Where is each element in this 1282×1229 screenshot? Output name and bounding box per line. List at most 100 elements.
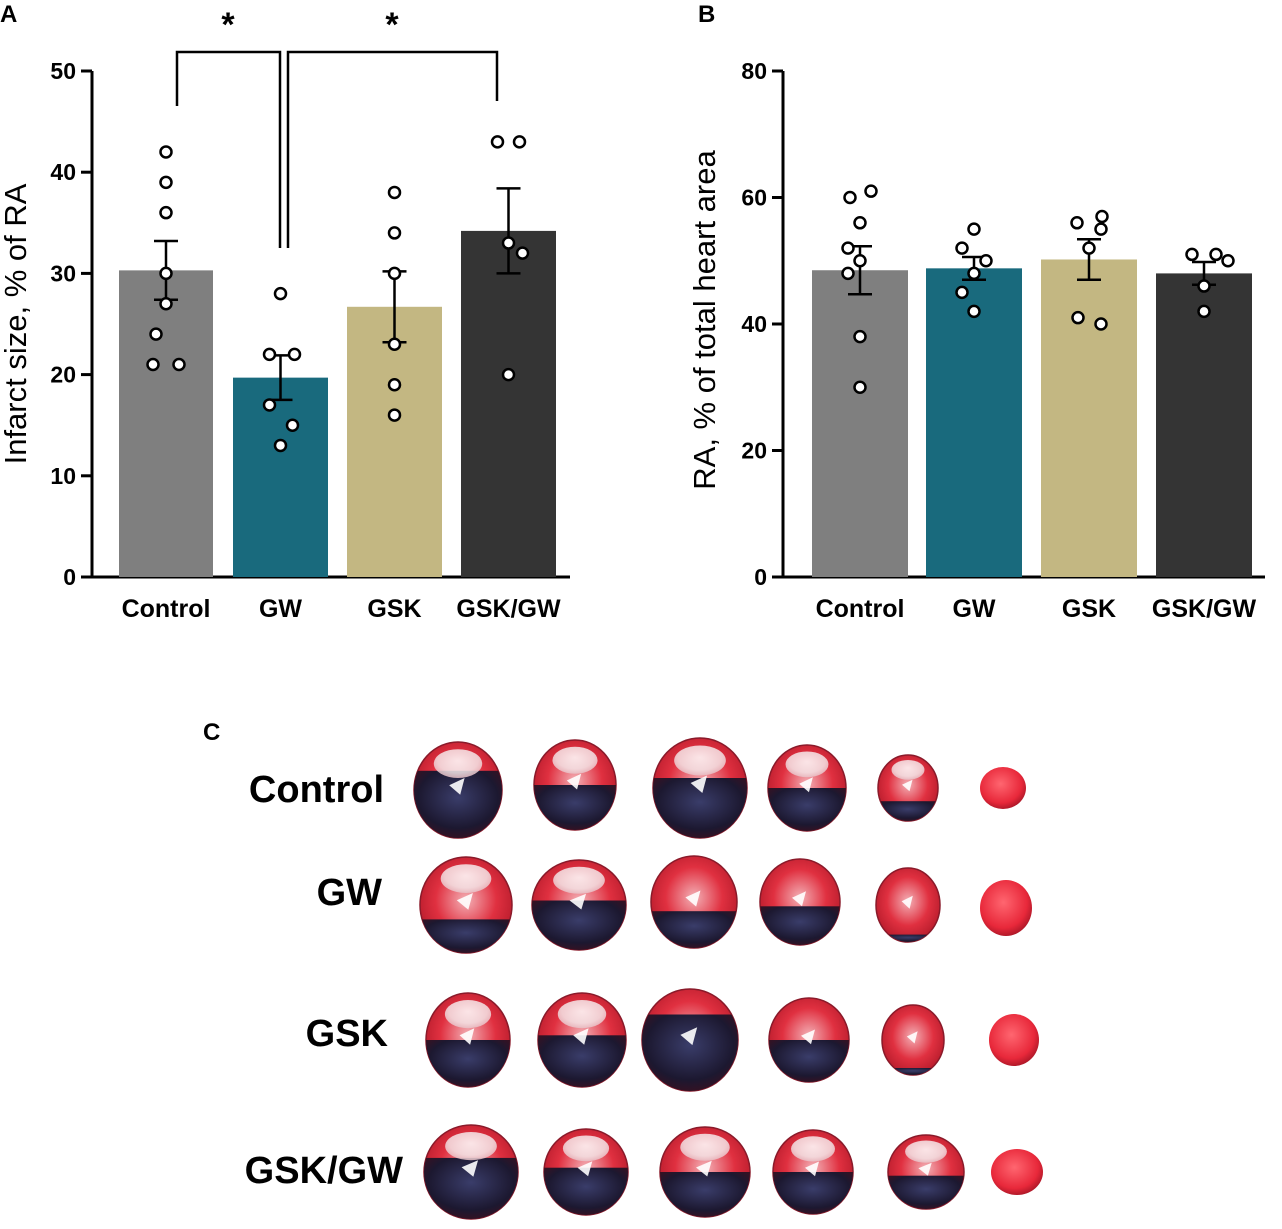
data-point-gskgw (1185, 247, 1199, 262)
heart-slice (423, 1124, 519, 1220)
chart-a: Infarct size, % of RA 0 10 20 30 40 50 Contro… (0, 6, 570, 623)
heart-slice-lumen (449, 778, 465, 795)
heart-slice-infarct (905, 1140, 947, 1163)
heart-slice (989, 1014, 1039, 1066)
heart-slice (887, 1134, 965, 1210)
heart-slice-lumen (685, 890, 701, 907)
data-point-gw (262, 398, 277, 412)
y-tick-label: 20 (50, 362, 76, 388)
data-point-gw (262, 347, 277, 362)
chart-b-ticks: 0 20 40 60 80 (741, 58, 783, 590)
heart-slice-area-at-risk (420, 919, 512, 953)
heart-slices (413, 737, 1043, 1220)
data-point-gskgw (1221, 254, 1235, 268)
data-point-control (159, 266, 173, 281)
heart-slice-area-at-risk (538, 1035, 626, 1087)
chart-b-y-title: RA, % of total heart area (687, 150, 722, 490)
data-point-gskgw (1197, 304, 1211, 319)
bar-gskgw (461, 230, 556, 577)
data-point-gw (967, 304, 981, 319)
data-point-gsk (387, 226, 402, 240)
heart-slice (877, 754, 939, 822)
heart-slice (980, 880, 1032, 936)
chart-a-ticks: 0 10 20 30 40 50 (50, 58, 92, 590)
chart-b-categories: Control GW GSK GSK/GW (816, 595, 1257, 623)
panel-c-heart-sections: Control GW GSK GSK/GW (245, 737, 1043, 1220)
heart-apex-slice (980, 880, 1032, 936)
heart-slice-infarct (440, 864, 492, 893)
heart-slice-lumen (902, 779, 913, 792)
heart-slice-lumen (459, 1028, 475, 1045)
heart-slice-infarct (557, 1000, 607, 1029)
y-tick-label: 80 (741, 58, 767, 84)
heart-slice-infarct (552, 746, 598, 774)
heart-slice-infarct (674, 745, 726, 776)
data-point-control (159, 145, 173, 159)
y-tick-label: 60 (741, 185, 767, 211)
heart-apex-slice (991, 1149, 1043, 1195)
heart-slice (991, 1149, 1043, 1195)
bar-control (119, 270, 213, 577)
heart-slice-lumen (805, 1161, 819, 1177)
row-label-control: Control (249, 769, 384, 811)
y-tick-label: 10 (50, 463, 76, 489)
heart-slice-infarct (562, 1135, 610, 1162)
data-point-control (149, 327, 163, 341)
data-point-gsk (387, 377, 402, 392)
heart-slice (767, 744, 847, 832)
data-point-gsk (387, 408, 402, 422)
bar-gw (926, 268, 1022, 577)
heart-slice-area-at-risk (544, 1167, 628, 1215)
data-point-gsk (387, 337, 402, 351)
data-point-gw (955, 241, 969, 255)
heart-slice-infarct (680, 1133, 730, 1161)
heart-slice-lumen (577, 1161, 593, 1177)
heart-slice-area-at-risk (660, 1172, 750, 1217)
category-label-gsk: GSK (1062, 595, 1116, 623)
y-tick-label: 40 (741, 311, 767, 337)
heart-slice (980, 767, 1026, 809)
heart-slice-lumen (573, 1028, 589, 1045)
category-label-gw: GW (259, 595, 302, 623)
panel-letter-c: C (203, 719, 220, 746)
heart-slice-lumen (792, 891, 806, 907)
heart-slice-area-at-risk (642, 1014, 738, 1091)
heart-slice-lumen (696, 1160, 712, 1177)
heart-slice-infarct (445, 1132, 497, 1161)
sig-star-1: * (221, 6, 235, 44)
data-point-control (159, 205, 173, 220)
heart-slice (641, 988, 739, 1092)
heart-slice (768, 997, 850, 1083)
chart-b: RA, % of total heart area 0 20 40 60 80 Cont… (687, 58, 1265, 623)
data-point-gw (273, 286, 288, 301)
chart-a-categories: Control GW GSK GSK/GW (122, 595, 561, 623)
data-point-control (853, 254, 867, 268)
row-label-gsk: GSK (306, 1013, 389, 1055)
category-label-gw: GW (952, 595, 995, 623)
heart-slice-area-at-risk (882, 1068, 944, 1075)
data-point-gw (285, 418, 300, 432)
bar-gskgw (1156, 273, 1252, 577)
bar-control (812, 270, 908, 577)
y-tick-label: 50 (50, 58, 76, 84)
data-point-control (841, 241, 855, 255)
data-point-gsk (1082, 241, 1096, 255)
category-label-control: Control (122, 595, 211, 623)
heart-slice (531, 859, 627, 951)
chart-a-points (146, 135, 530, 453)
sig-bracket-gw-gskgw (286, 50, 499, 248)
heart-slice (772, 1129, 854, 1215)
heart-slice (650, 855, 738, 949)
category-label-control: Control (816, 595, 905, 623)
data-point-gskgw (1197, 279, 1211, 293)
data-point-control (843, 190, 857, 205)
data-point-gskgw (512, 135, 527, 149)
heart-slice (533, 739, 617, 831)
data-point-gsk (387, 266, 402, 281)
data-point-gw (967, 222, 981, 236)
heart-slice-lumen (461, 1160, 479, 1177)
heart-slice-area-at-risk (888, 1175, 964, 1209)
heart-slice-area-at-risk (426, 1040, 510, 1087)
data-point-control (841, 266, 855, 281)
